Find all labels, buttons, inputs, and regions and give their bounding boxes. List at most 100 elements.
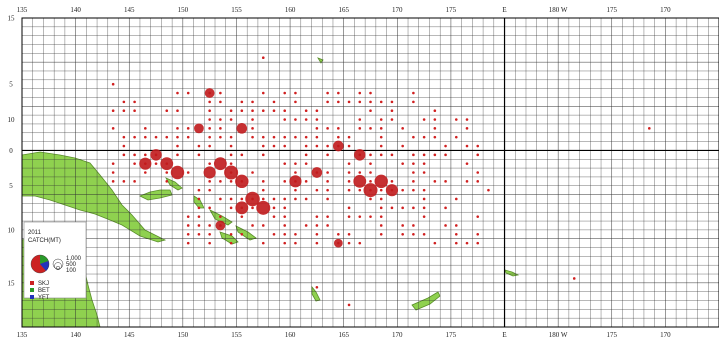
- effort-dot: [454, 233, 458, 236]
- effort-dot: [347, 241, 351, 245]
- effort-dot: [390, 206, 394, 210]
- effort-dot: [401, 233, 404, 236]
- effort-dot: [122, 144, 126, 148]
- catch-circle: [213, 157, 227, 171]
- effort-dot: [294, 188, 297, 192]
- effort-dot: [208, 188, 211, 192]
- effort-dot: [304, 118, 308, 121]
- effort-dot: [476, 180, 480, 183]
- effort-dot: [454, 135, 458, 139]
- left-lat-label: 0: [9, 147, 13, 155]
- bottom-lon-label: 155: [231, 331, 242, 339]
- effort-dot: [122, 135, 126, 139]
- effort-dot: [272, 100, 276, 104]
- catch-circle: [150, 149, 162, 161]
- effort-dot: [111, 180, 115, 183]
- effort-dot: [197, 224, 201, 227]
- effort-dot: [358, 118, 362, 121]
- effort-dot: [444, 153, 447, 157]
- legend-gear-swatch-1: [30, 281, 34, 285]
- bottom-lon-label: 165: [338, 331, 349, 339]
- effort-dot: [176, 127, 179, 130]
- left-lat-label: 10: [8, 226, 16, 234]
- effort-dot: [422, 153, 426, 157]
- effort-dot: [283, 118, 287, 121]
- effort-dot: [294, 100, 297, 104]
- effort-dot: [315, 127, 319, 130]
- bottom-lon-label: 170: [392, 331, 403, 339]
- effort-dot: [476, 215, 480, 218]
- effort-dot: [144, 135, 147, 139]
- effort-dot: [412, 162, 415, 165]
- effort-dot: [444, 144, 447, 148]
- effort-dot: [315, 109, 319, 112]
- effort-dot: [283, 215, 287, 218]
- effort-dot: [229, 197, 233, 201]
- top-lon-label: 140: [70, 6, 81, 14]
- effort-dot: [315, 215, 319, 218]
- effort-dot: [219, 118, 222, 121]
- effort-dot: [454, 118, 458, 121]
- effort-dot: [422, 188, 426, 192]
- effort-dot: [122, 100, 126, 104]
- effort-dot: [358, 215, 362, 218]
- effort-dot: [176, 153, 179, 157]
- effort-dot: [315, 285, 319, 289]
- effort-dot: [304, 153, 308, 157]
- catch-circle: [235, 201, 249, 215]
- effort-dot: [412, 180, 415, 183]
- effort-dot: [283, 162, 287, 165]
- effort-dot: [369, 215, 372, 218]
- effort-dot: [326, 153, 329, 157]
- legend-gear-label-1: SKJ: [38, 281, 49, 287]
- effort-dot: [412, 224, 415, 227]
- effort-dot: [412, 206, 415, 210]
- effort-dot: [369, 162, 372, 165]
- effort-dot: [476, 241, 480, 245]
- top-lon-label: 170: [660, 6, 671, 14]
- effort-dot: [401, 206, 404, 210]
- effort-dot: [315, 135, 319, 139]
- effort-dot: [294, 91, 297, 95]
- effort-dot: [465, 241, 469, 245]
- legend-scale-circle-medium: [54, 262, 62, 270]
- effort-dot: [347, 162, 351, 165]
- effort-dot: [261, 56, 265, 60]
- effort-dot: [197, 153, 201, 157]
- effort-dot: [261, 144, 265, 148]
- effort-dot: [165, 135, 169, 139]
- left-lat-label: 15: [8, 15, 16, 23]
- effort-dot: [379, 100, 383, 104]
- effort-dot: [186, 241, 190, 245]
- legend-subtitle: CATCH(MT): [28, 238, 61, 244]
- effort-dot: [283, 206, 287, 210]
- effort-dot: [219, 127, 222, 130]
- effort-dot: [272, 233, 276, 236]
- effort-dot: [326, 224, 329, 227]
- effort-dot: [122, 109, 126, 112]
- new-britain-island: [139, 189, 173, 201]
- effort-dot: [347, 135, 351, 139]
- effort-dot: [379, 144, 383, 148]
- effort-dot: [186, 215, 190, 218]
- effort-dot: [122, 180, 126, 183]
- effort-dot: [144, 127, 147, 130]
- effort-dot: [358, 127, 362, 130]
- left-lat-label: 5: [9, 182, 13, 190]
- bottom-lon-label: 140: [70, 331, 81, 339]
- effort-dot: [444, 206, 447, 210]
- effort-dot: [315, 118, 319, 121]
- effort-dot: [315, 188, 319, 192]
- top-lon-label: 150: [178, 6, 189, 14]
- effort-dot: [347, 171, 351, 174]
- effort-dot: [304, 224, 308, 227]
- effort-dot: [347, 233, 351, 236]
- effort-dot: [144, 171, 147, 174]
- effort-dot: [251, 206, 254, 210]
- effort-dot: [379, 206, 383, 210]
- bottom-lon-label: 135: [17, 331, 28, 339]
- effort-dot: [229, 162, 233, 165]
- top-lon-label: 175: [446, 6, 457, 14]
- effort-dot: [240, 197, 244, 201]
